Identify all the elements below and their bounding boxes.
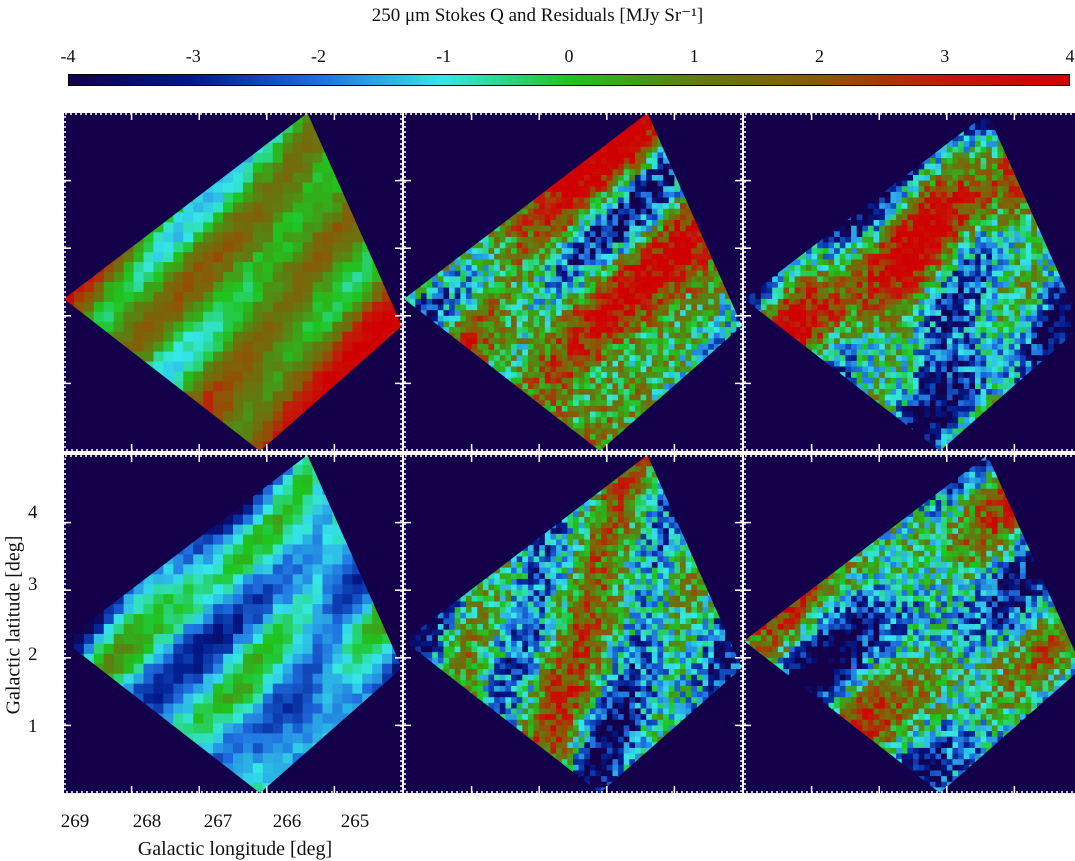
colorbar-tick-label: 0: [565, 46, 574, 67]
colorbar-tick-label: -1: [436, 46, 451, 67]
colorbar-tick-label: -2: [311, 46, 326, 67]
y-tick-label: 4: [28, 502, 38, 524]
colorbar-tick-label: 1: [690, 46, 699, 67]
y-axis-label: Galactic latitude [deg]: [3, 536, 26, 715]
chart-title: 250 μm Stokes Q and Residuals [MJy Sr⁻¹]: [0, 4, 1075, 27]
map-panel-r1c1: [64, 113, 402, 451]
map-panel-r2c1: [64, 455, 402, 793]
x-tick-label: 266: [273, 811, 302, 833]
heatmap-svg: [744, 113, 1075, 451]
x-tick-label: 268: [133, 811, 162, 833]
map-panel-r1c2: [404, 113, 742, 451]
heatmap-svg: [744, 455, 1075, 793]
x-tick-label: 265: [341, 811, 370, 833]
map-panel-r1c3: [744, 113, 1075, 451]
map-panel-r2c3: [744, 455, 1075, 793]
heatmap-svg: [404, 113, 742, 451]
heatmap-svg: [64, 113, 402, 451]
colorbar-tick-label: 2: [815, 46, 824, 67]
x-tick-label: 267: [204, 811, 233, 833]
map-panel-r2c2: [404, 455, 742, 793]
heatmap-svg: [64, 455, 402, 793]
heatmap-svg: [404, 455, 742, 793]
y-tick-label: 3: [28, 574, 38, 596]
x-axis-label: Galactic longitude [deg]: [138, 838, 332, 861]
colorbar: [68, 74, 1070, 86]
y-tick-label: 1: [28, 716, 38, 738]
colorbar-tick-label: -4: [61, 46, 76, 67]
y-tick-label: 2: [28, 644, 38, 666]
x-tick-label: 269: [61, 811, 90, 833]
colorbar-tick-label: 3: [940, 46, 949, 67]
colorbar-tick-label: -3: [186, 46, 201, 67]
colorbar-tick-label: 4: [1066, 46, 1075, 67]
